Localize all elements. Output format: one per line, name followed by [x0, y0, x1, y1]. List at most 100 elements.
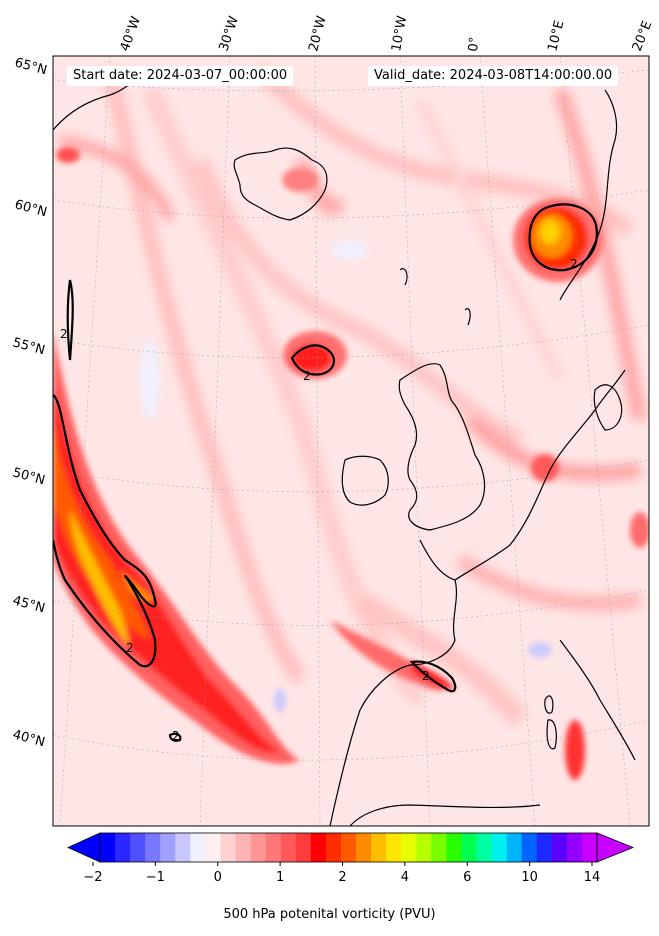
pv-field-filaments: [59, 64, 647, 727]
coast-shetland: [464, 308, 471, 326]
colorbar-swatch: [340, 833, 357, 862]
valid-date-label: Valid_date: 2024-03-08T14:00:00.00: [368, 66, 619, 86]
lat-label: 50°N: [11, 465, 47, 488]
contour-label: 2: [60, 327, 68, 341]
colorbar-swatch: [265, 833, 282, 862]
colorbar-swatch: [175, 833, 191, 862]
colorbar-arrow-max: [596, 832, 635, 863]
lon-label: 0°: [466, 36, 482, 52]
colorbar-swatch: [220, 833, 237, 862]
colorbar-tick-label: −1: [146, 870, 165, 885]
colorbar-swatch: [521, 833, 538, 862]
colorbar-tick-label: 14: [584, 870, 601, 885]
coast-continent: [454, 369, 626, 581]
colorbar-swatch: [160, 833, 176, 862]
contour-mediterranean: [409, 660, 457, 693]
colorbar: −2 −1 0 1 2 4 6 10 14: [67, 832, 635, 885]
pv-blob-mediterranean: [330, 620, 455, 691]
colorbar-swatch: [100, 833, 116, 862]
pv-patches-misc: [56, 147, 649, 780]
colorbar-swatch: [371, 833, 387, 862]
coastlines: [53, 69, 636, 826]
lon-label: 40°W: [118, 14, 144, 53]
colorbar-swatch: [250, 833, 267, 862]
contour-label: 2: [570, 257, 578, 271]
lon-label: 10°E: [545, 19, 567, 53]
contour-southwest: [53, 394, 157, 668]
pv-2-contours: [53, 203, 598, 742]
pv-blob-norway: [513, 198, 603, 282]
contour-norway: [528, 203, 598, 272]
pv-blob-atlantic: [283, 331, 347, 379]
colorbar-swatch: [431, 833, 447, 862]
coast-sardinia: [546, 719, 557, 750]
colorbar-swatch: [461, 833, 478, 862]
colorbar-swatch: [356, 833, 372, 862]
coast-scandinavia: [559, 89, 618, 301]
colorbar-swatch: [416, 833, 432, 862]
coast-corsica: [544, 695, 554, 714]
colorbar-swatch: [295, 833, 312, 862]
colorbar-swatch: [476, 833, 493, 862]
colorbar-title: 500 hPa potenital vorticity (PVU): [223, 907, 436, 922]
coast-ireland: [341, 455, 389, 506]
map-panel: 2 2 2 2 2 2: [53, 56, 649, 826]
contour-atlantic: [290, 344, 336, 376]
map-frame: [52, 55, 650, 827]
colorbar-swatch: [401, 833, 417, 862]
colorbar-frame: [99, 832, 598, 863]
lat-label: 60°N: [13, 197, 49, 220]
contour-label: 2: [303, 369, 311, 383]
coast-africa: [349, 804, 541, 826]
colorbar-tick-label: 1: [276, 870, 284, 885]
contour-label: 2: [172, 729, 180, 743]
colorbar-swatch: [145, 833, 161, 862]
latitude-labels: 65°N 60°N 55°N 50°N 45°N 40°N: [11, 55, 49, 750]
colorbar-tick-label: −2: [83, 870, 102, 885]
colorbar-swatch: [551, 833, 568, 862]
contour-blob-south: [168, 732, 182, 742]
colorbar-swatch: [190, 833, 206, 862]
colorbar-swatch: [325, 833, 342, 862]
coast-denmark: [593, 384, 623, 431]
start-date-label: Start date: 2024-03-07_00:00:00: [67, 66, 294, 86]
lon-label: 30°W: [217, 14, 242, 53]
colorbar-swatch: [491, 833, 508, 862]
longitude-labels: 40°W 30°W 20°W 10°W 0° 10°E 20°E: [118, 14, 656, 53]
colorbar-tick-label: 10: [521, 870, 538, 885]
contour-label: 2: [422, 669, 430, 683]
colorbar-tick-label: 0: [214, 870, 222, 885]
graticule: [53, 56, 649, 826]
colorbar-swatch: [205, 833, 221, 862]
colorbar-swatch: [506, 833, 523, 862]
colorbar-swatch: [536, 833, 553, 862]
colorbar-swatch: [130, 833, 146, 862]
coast-italy: [559, 639, 636, 761]
colorbar-swatch: [280, 833, 297, 862]
lon-label: 10°W: [389, 15, 410, 53]
lon-label: 20°W: [306, 14, 329, 53]
lat-label: 40°N: [11, 727, 47, 750]
lat-label: 45°N: [11, 593, 47, 616]
coast-iceland: [233, 147, 328, 221]
negative-pv-patches: [140, 240, 552, 712]
colorbar-swatch: [446, 833, 462, 862]
colorbar-tick-label: 2: [338, 870, 346, 885]
lon-label: 20°E: [630, 19, 656, 54]
contour-labels: 2 2 2 2 2 2: [60, 257, 578, 743]
coast-britain: [398, 363, 486, 531]
colorbar-swatch: [235, 833, 252, 862]
colorbar-swatch: [115, 833, 131, 862]
colorbar-swatch: [386, 833, 402, 862]
pv-streamer-southwest: [53, 330, 300, 764]
contour-thin-west: [66, 279, 74, 361]
colorbar-swatch: [566, 833, 583, 862]
lat-label: 55°N: [11, 335, 47, 358]
colorbar-swatch: [310, 833, 327, 862]
colorbar-arrow-min: [67, 832, 101, 863]
coast-faroe: [399, 268, 408, 286]
lat-label: 65°N: [13, 55, 49, 78]
colorbar-swatch: [581, 833, 598, 862]
contour-label: 2: [126, 641, 134, 655]
